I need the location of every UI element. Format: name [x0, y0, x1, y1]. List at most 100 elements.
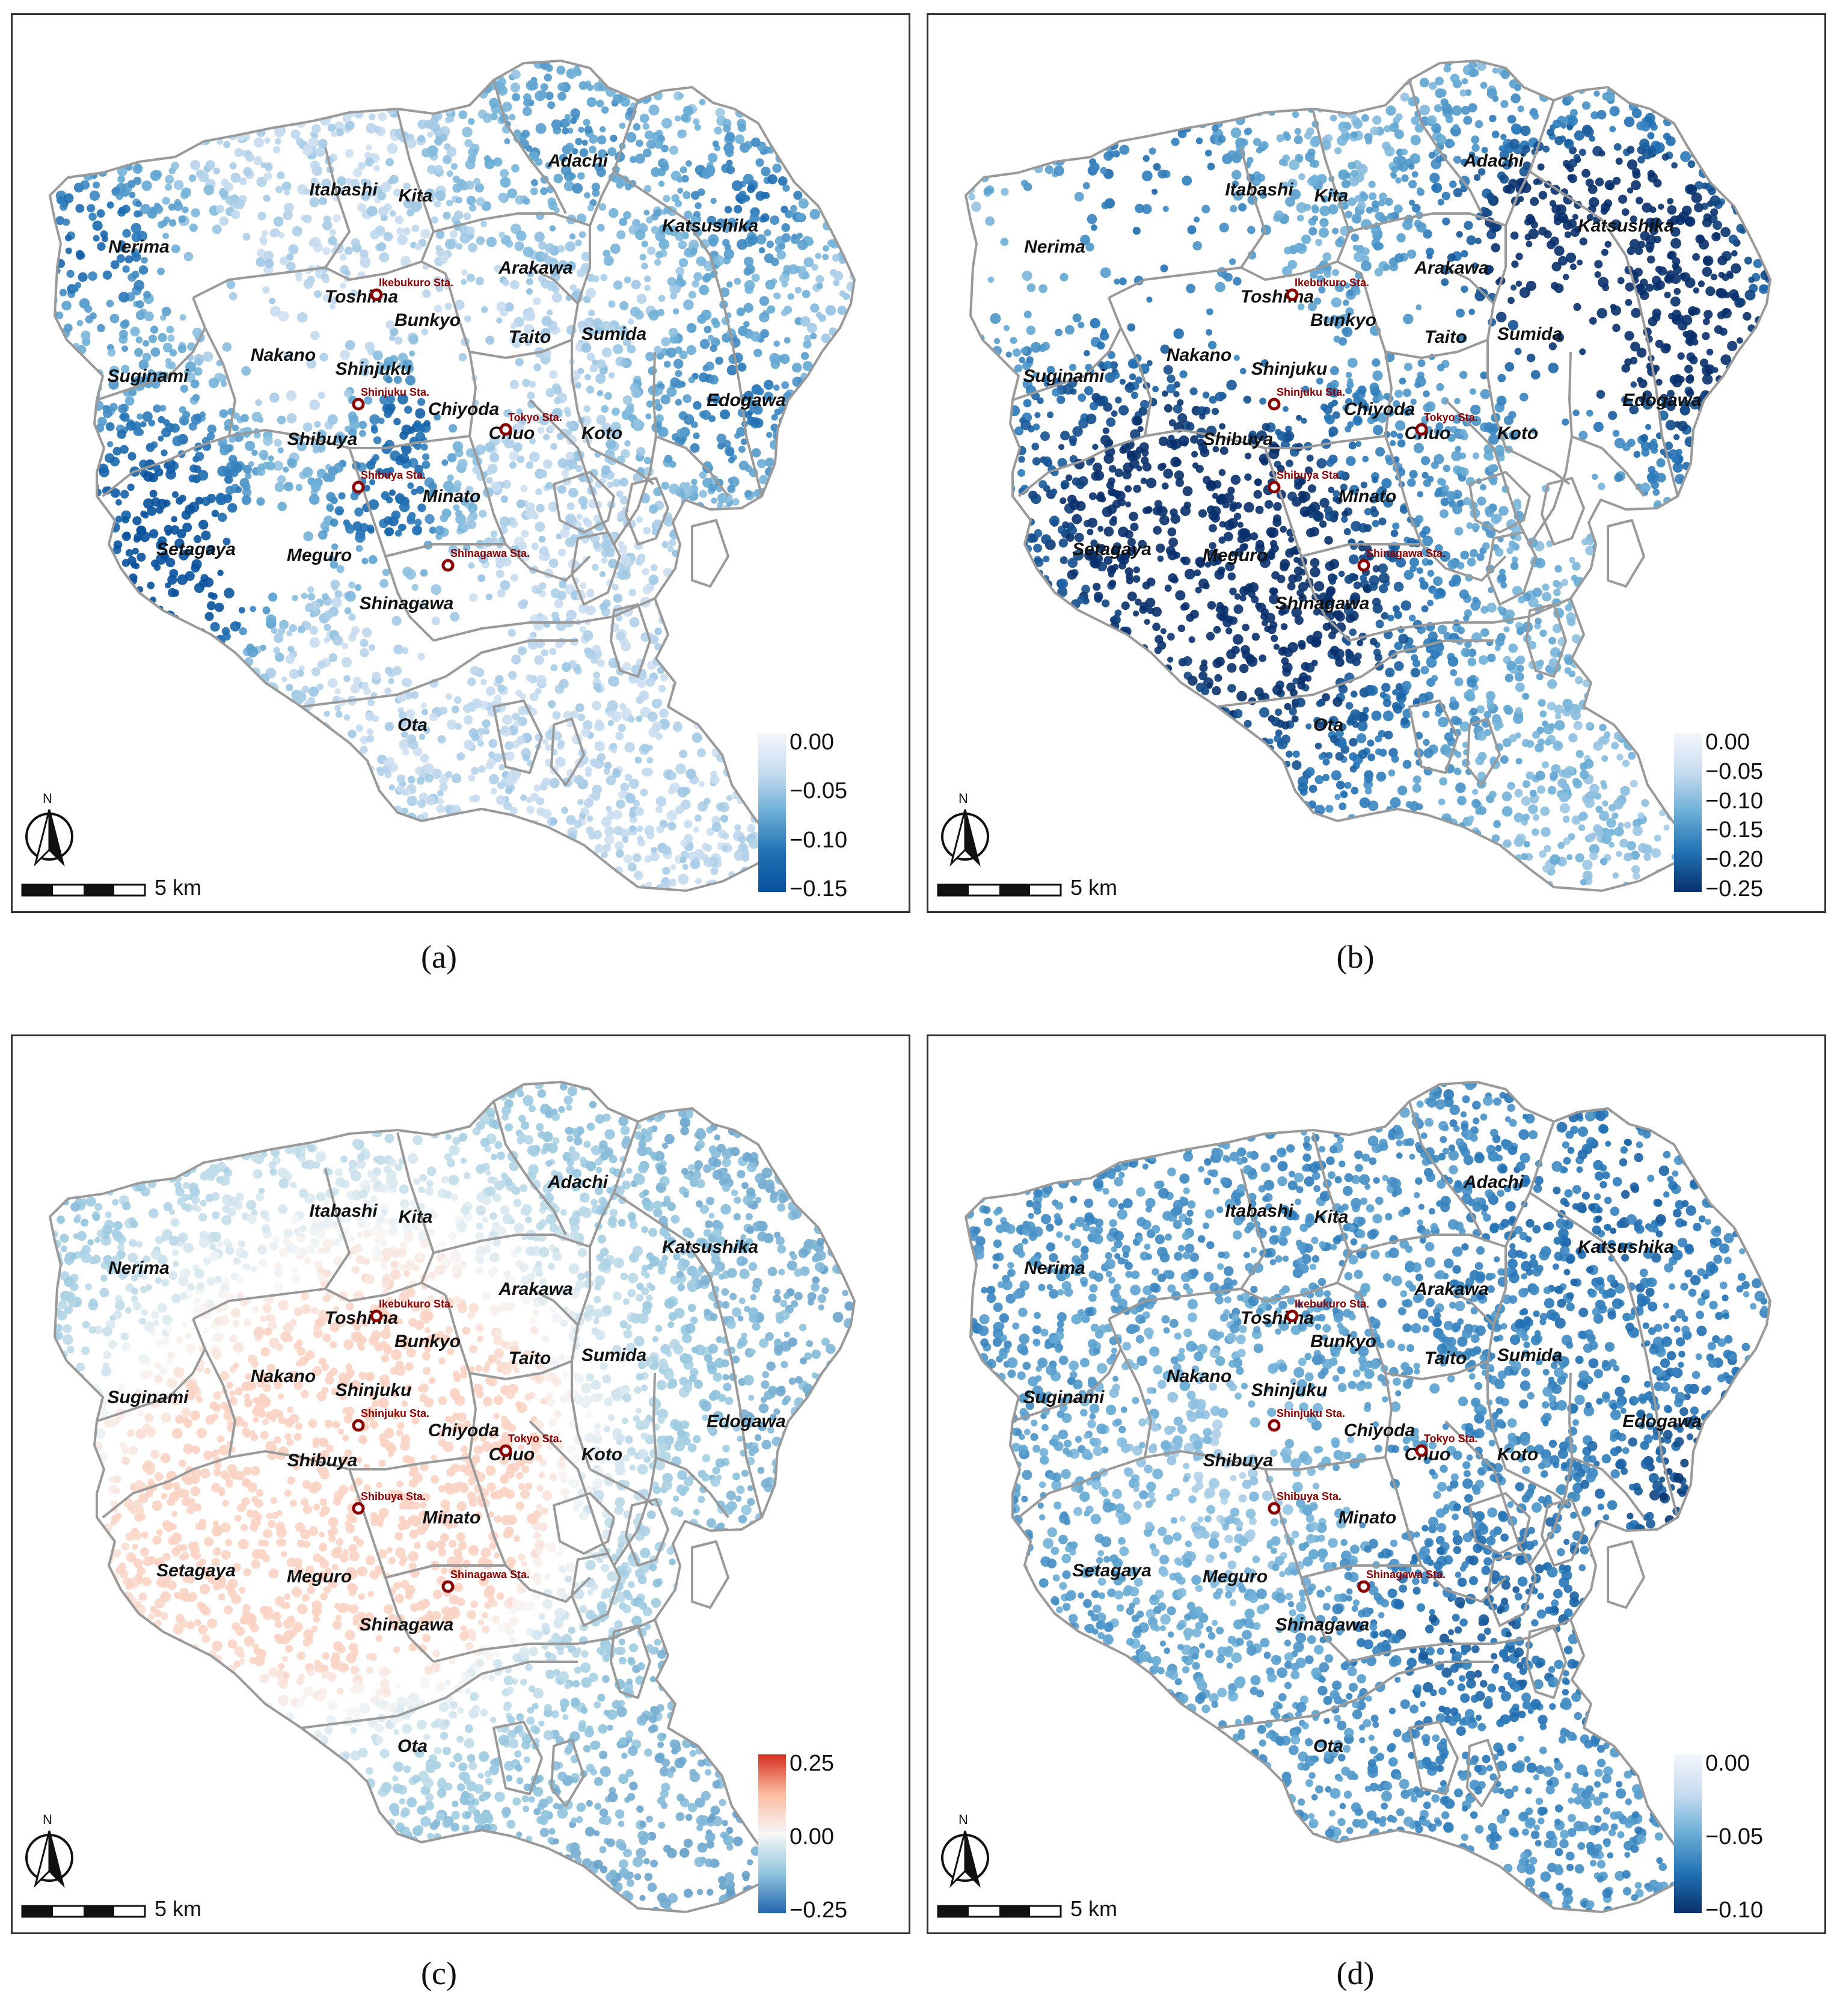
value-dot: [168, 724, 179, 734]
value-dot: [290, 888, 302, 891]
value-dot: [478, 880, 488, 891]
value-dot: [196, 662, 207, 672]
value-dot: [393, 375, 402, 384]
value-dot: [1238, 203, 1247, 212]
value-dot: [584, 125, 593, 134]
value-dot: [373, 350, 383, 361]
value-dot: [754, 687, 761, 694]
value-dot: [429, 713, 438, 722]
value-dot: [157, 267, 165, 275]
value-dot: [796, 212, 805, 221]
value-dot: [750, 675, 759, 684]
value-dot: [750, 702, 760, 712]
value-dot: [95, 613, 105, 624]
value-dot: [591, 182, 600, 191]
value-dot: [84, 305, 93, 313]
value-dot: [850, 337, 854, 348]
value-dot: [168, 62, 179, 73]
value-dot: [171, 791, 180, 801]
value-dot: [135, 687, 146, 698]
value-dot: [800, 487, 808, 494]
value-dot: [203, 351, 213, 362]
value-dot: [165, 469, 176, 480]
value-dot: [703, 548, 714, 559]
value-dot: [366, 144, 372, 151]
value-dot: [485, 686, 495, 696]
value-dot: [848, 542, 854, 551]
value-dot: [257, 774, 266, 783]
value-dot: [149, 529, 159, 539]
value-dot: [212, 829, 222, 840]
value-dot: [619, 122, 626, 129]
value-dot: [557, 91, 566, 101]
value-dot: [331, 106, 339, 113]
value-dot: [842, 509, 849, 516]
value-dot: [485, 761, 494, 770]
value-dot: [272, 765, 283, 776]
value-dot: [641, 262, 648, 270]
value-dot: [693, 663, 700, 671]
value-dot: [89, 190, 100, 201]
value-dot: [85, 109, 93, 117]
value-dot: [824, 121, 834, 131]
value-dot: [67, 163, 77, 172]
value-dot: [50, 659, 59, 669]
value-dot: [360, 523, 369, 532]
value-dot: [799, 808, 807, 817]
value-dot: [734, 658, 743, 667]
value-dot: [257, 212, 266, 221]
value-dot: [292, 890, 299, 891]
value-dot: [520, 485, 528, 493]
value-dot: [85, 659, 96, 669]
value-dot: [185, 361, 196, 372]
value-dot: [768, 701, 777, 711]
value-dot: [542, 739, 548, 745]
value-dot: [777, 176, 788, 186]
value-dot: [129, 191, 136, 198]
value-dot: [241, 366, 251, 376]
value-dot: [132, 627, 139, 634]
value-dot: [54, 573, 63, 582]
value-dot: [562, 871, 571, 879]
value-dot: [364, 157, 374, 167]
value-dot: [740, 725, 747, 733]
value-dot: [468, 774, 476, 782]
value-dot: [714, 716, 721, 723]
value-dot: [511, 854, 518, 861]
value-dot: [340, 282, 346, 289]
value-dot: [87, 144, 95, 152]
value-dot: [833, 271, 844, 281]
value-dot: [599, 887, 610, 891]
value-dot: [142, 512, 149, 519]
value-dot: [333, 635, 343, 646]
value-dot: [475, 444, 486, 455]
value-dot: [118, 149, 128, 159]
value-dot: [331, 131, 338, 137]
value-dot: [345, 524, 355, 534]
value-dot: [724, 206, 732, 214]
value-dot: [654, 346, 662, 354]
value-dot: [295, 835, 301, 842]
value-dot: [103, 608, 115, 619]
value-dot: [588, 309, 595, 316]
value-dot: [358, 761, 367, 770]
value-dot: [239, 177, 247, 185]
value-dot: [586, 826, 594, 835]
value-dot: [140, 204, 151, 215]
value-dot: [511, 69, 521, 79]
value-dot: [472, 466, 481, 475]
value-dot: [257, 463, 265, 471]
value-dot: [817, 651, 825, 659]
value-dot: [545, 388, 556, 398]
value-dot: [699, 284, 710, 295]
value-dot: [292, 594, 298, 601]
value-dot: [138, 657, 146, 664]
value-dot: [228, 123, 239, 133]
value-dot: [248, 93, 257, 101]
value-dot: [150, 170, 161, 181]
value-dot: [155, 553, 167, 565]
value-dot: [826, 807, 833, 815]
value-dot: [634, 756, 642, 764]
value-dot: [722, 832, 729, 840]
value-dot: [529, 438, 536, 444]
